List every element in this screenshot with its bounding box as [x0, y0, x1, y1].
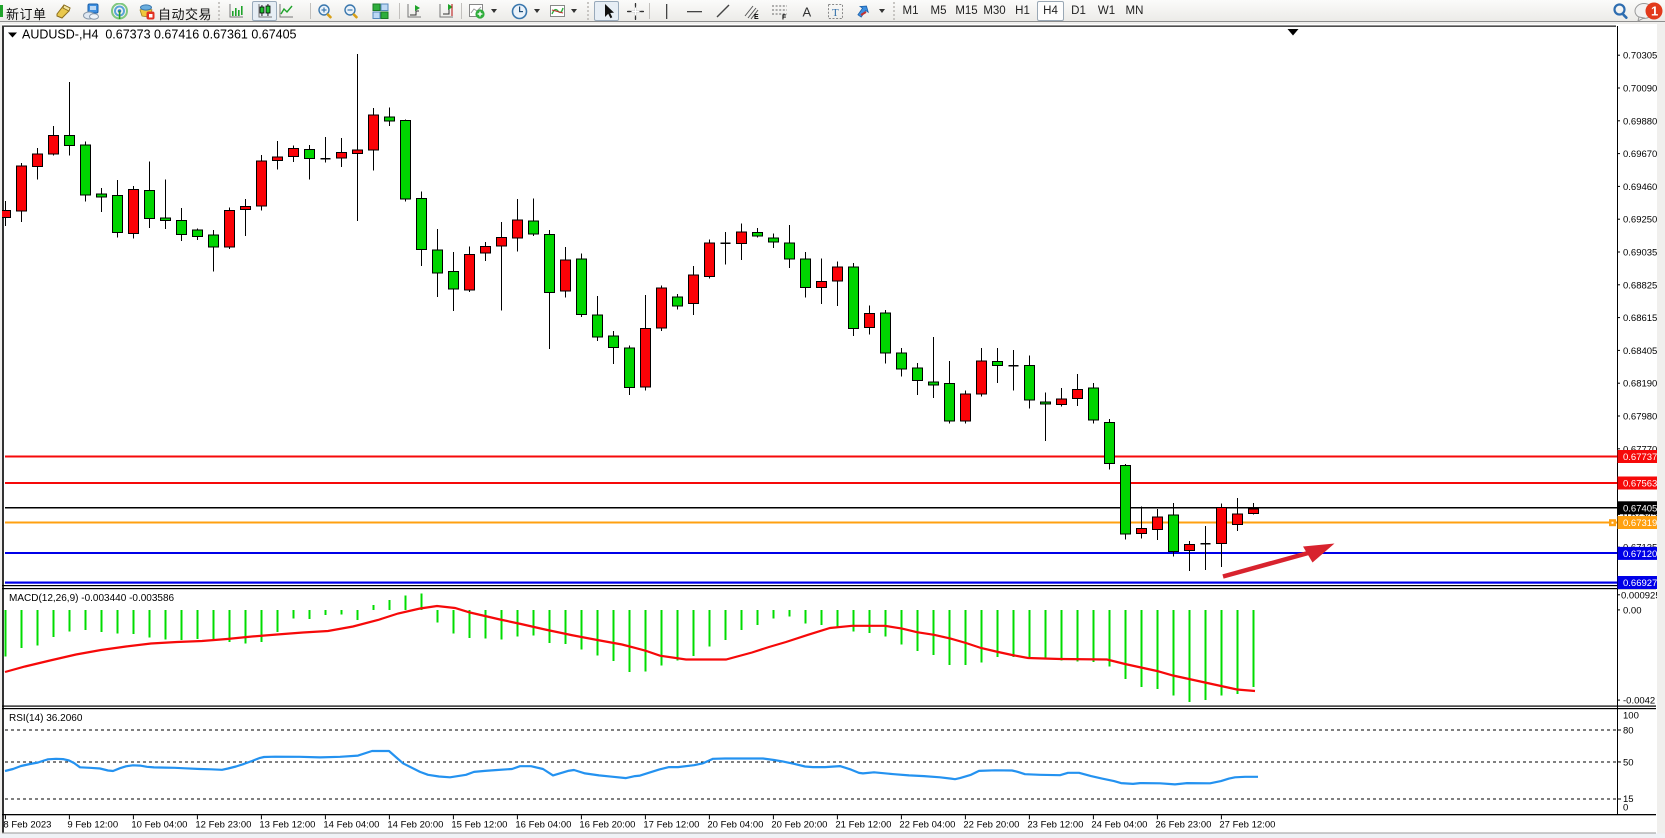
svg-text:F: F	[782, 15, 787, 21]
svg-text:0.70090: 0.70090	[1623, 84, 1657, 95]
svg-text:14 Feb 04:00: 14 Feb 04:00	[323, 820, 379, 831]
svg-text:50: 50	[1623, 757, 1634, 768]
svg-text:0.67405: 0.67405	[1623, 503, 1657, 514]
svg-text:0.67737: 0.67737	[1623, 452, 1657, 463]
svg-text:0.69880: 0.69880	[1623, 116, 1657, 127]
svg-text:27 Feb 12:00: 27 Feb 12:00	[1219, 820, 1275, 831]
svg-text:80: 80	[1623, 726, 1634, 737]
svg-text:0.68405: 0.68405	[1623, 346, 1657, 357]
svg-text:0.68190: 0.68190	[1623, 379, 1657, 390]
svg-text:0.69250: 0.69250	[1623, 215, 1657, 226]
svg-text:-0.0042: -0.0042	[1623, 696, 1655, 707]
svg-text:26 Feb 23:00: 26 Feb 23:00	[1155, 820, 1211, 831]
svg-text:100: 100	[1623, 710, 1639, 721]
svg-text:9 Feb 12:00: 9 Feb 12:00	[67, 820, 118, 831]
svg-text:0: 0	[1623, 803, 1628, 814]
svg-text:MACD(12,26,9) -0.003440 -0.003: MACD(12,26,9) -0.003440 -0.003586	[9, 593, 175, 604]
svg-text:0.68615: 0.68615	[1623, 313, 1657, 324]
svg-text:RSI(14) 36.2060: RSI(14) 36.2060	[9, 713, 83, 724]
svg-text:14 Feb 20:00: 14 Feb 20:00	[387, 820, 443, 831]
svg-text:16 Feb 20:00: 16 Feb 20:00	[579, 820, 635, 831]
svg-text:8 Feb 2023: 8 Feb 2023	[3, 820, 51, 831]
svg-text:0.67120: 0.67120	[1623, 549, 1657, 560]
svg-text:15: 15	[1623, 794, 1634, 805]
svg-text:12 Feb 23:00: 12 Feb 23:00	[195, 820, 251, 831]
svg-text:0.69670: 0.69670	[1623, 149, 1657, 160]
svg-text:10 Feb 04:00: 10 Feb 04:00	[131, 820, 187, 831]
svg-text:17 Feb 12:00: 17 Feb 12:00	[643, 820, 699, 831]
svg-text:0.00: 0.00	[1623, 605, 1642, 616]
svg-text:0.67319: 0.67319	[1623, 518, 1657, 529]
svg-text:22 Feb 04:00: 22 Feb 04:00	[899, 820, 955, 831]
svg-text:20 Feb 04:00: 20 Feb 04:00	[707, 820, 763, 831]
svg-text:0.69460: 0.69460	[1623, 182, 1657, 193]
svg-text:20 Feb 20:00: 20 Feb 20:00	[771, 820, 827, 831]
svg-text:13 Feb 12:00: 13 Feb 12:00	[259, 820, 315, 831]
svg-text:0.66927: 0.66927	[1623, 578, 1657, 589]
svg-text:0.000925: 0.000925	[1621, 590, 1661, 601]
svg-text:0.67980: 0.67980	[1623, 412, 1657, 423]
svg-text:E: E	[754, 14, 759, 20]
svg-text:0.69035: 0.69035	[1623, 248, 1657, 259]
svg-text:16 Feb 04:00: 16 Feb 04:00	[515, 820, 571, 831]
svg-text:1: 1	[1651, 4, 1658, 19]
svg-text:AUDUSD-,H4 0.67373 0.67416 0.: AUDUSD-,H4 0.67373 0.67416 0.67361 0.674…	[22, 28, 297, 42]
svg-text:21 Feb 12:00: 21 Feb 12:00	[835, 820, 891, 831]
svg-text:0.67345: 0.67345	[1623, 510, 1657, 521]
svg-text:0.70305: 0.70305	[1623, 51, 1657, 62]
svg-text:0.67563: 0.67563	[1623, 479, 1657, 490]
svg-text:24 Feb 04:00: 24 Feb 04:00	[1091, 820, 1147, 831]
svg-text:A: A	[803, 5, 812, 20]
svg-text:0.67770: 0.67770	[1623, 444, 1657, 455]
svg-text:15 Feb 12:00: 15 Feb 12:00	[451, 820, 507, 831]
svg-text:T: T	[832, 7, 839, 19]
svg-text:22 Feb 20:00: 22 Feb 20:00	[963, 820, 1019, 831]
svg-text:0.68825: 0.68825	[1623, 280, 1657, 291]
svg-text:23 Feb 12:00: 23 Feb 12:00	[1027, 820, 1083, 831]
